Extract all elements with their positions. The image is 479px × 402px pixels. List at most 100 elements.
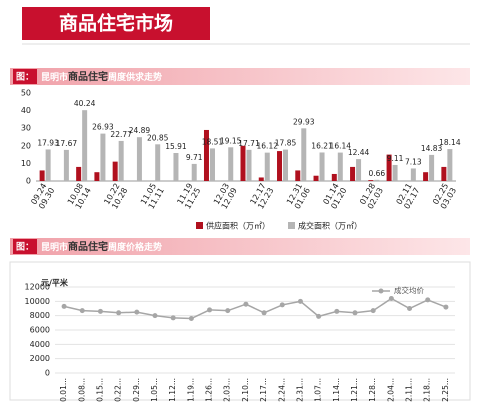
y-tick-label: 2000: [30, 354, 50, 363]
marker: [116, 310, 122, 316]
x-tick-label: 12.17...: [259, 378, 268, 402]
bar: [63, 149, 69, 181]
marker: [207, 307, 213, 313]
value-label: 40.24: [74, 99, 96, 108]
bar: [374, 179, 380, 181]
bar: [100, 133, 106, 181]
bar: [283, 149, 289, 181]
section-title-part: 昆明市: [41, 71, 68, 83]
legend-marker: [378, 288, 384, 294]
legend-label: 供应面积（万㎡）: [206, 221, 270, 231]
x-tick-label: 11.12...: [168, 378, 177, 402]
marker: [170, 315, 176, 321]
bar: [386, 154, 392, 181]
bar: [136, 137, 142, 181]
y-tick-label: 8000: [30, 311, 50, 320]
section-title-part: 周度供求走势: [108, 71, 162, 83]
section-tag-text: 图：: [16, 72, 34, 83]
bar: [45, 149, 51, 181]
bar: [155, 144, 161, 181]
bar: [319, 152, 325, 181]
marker: [61, 303, 67, 309]
marker: [134, 309, 140, 315]
bar: [264, 152, 270, 181]
value-label: 14.83: [421, 144, 443, 153]
bar: [331, 173, 337, 181]
marker: [443, 304, 449, 310]
value-label: 17.71: [238, 139, 260, 148]
bar: [258, 177, 264, 181]
marker: [188, 316, 194, 322]
x-tick-label: 10.29...: [132, 378, 141, 402]
bar: [301, 128, 307, 181]
x-tick-label: 11.26...: [205, 378, 214, 402]
line: [63, 297, 447, 320]
legend-label: 成交面积（万㎡）: [298, 221, 362, 231]
bar: [368, 180, 374, 181]
section-title-part: 商品住宅: [68, 240, 108, 253]
marker: [152, 313, 158, 319]
x-tick-label: 10.08...: [77, 378, 86, 402]
y-axis-label: 元/平米: [41, 278, 69, 288]
bar: [313, 175, 319, 181]
marker: [279, 302, 285, 308]
bar: [246, 149, 252, 181]
bar: [94, 172, 100, 181]
x-tick-label: 10.22...: [114, 378, 123, 402]
chart2-frame: [9, 261, 471, 401]
marker: [316, 313, 322, 319]
marker: [261, 310, 267, 316]
value-label: 7.13: [405, 157, 422, 166]
marker: [243, 301, 249, 307]
section-title-part: 周度价格走势: [108, 241, 162, 253]
marker: [425, 297, 431, 303]
bar: [295, 170, 301, 181]
bar: [240, 145, 246, 181]
marker: [388, 295, 394, 301]
x-tick-label: 02.25...: [441, 378, 450, 402]
bar: [209, 148, 215, 181]
value-label: 16.14: [330, 142, 352, 151]
section-bar: [10, 68, 470, 85]
bar: [112, 161, 118, 181]
value-label: 16.21: [311, 141, 333, 150]
y-tick-label: 20: [21, 141, 31, 150]
value-label: 0.66: [368, 169, 385, 178]
x-tick-label: 12.03...: [223, 378, 232, 402]
value-label: 29.93: [293, 117, 315, 126]
x-tick-label: 11.05...: [150, 378, 159, 402]
y-tick-label: 50: [21, 89, 31, 98]
y-tick-label: 4000: [30, 340, 50, 349]
value-label: 22.77: [110, 130, 132, 139]
section-tag-text: 图：: [16, 242, 34, 253]
x-tick-label: 12.10...: [241, 378, 250, 402]
marker: [407, 306, 413, 311]
x-tick-label: 01.28...: [368, 378, 377, 402]
value-label: 12.44: [348, 148, 370, 157]
bar: [228, 147, 234, 181]
bar: [76, 166, 82, 181]
section-title: 昆明市商品住宅周度供求走势: [41, 70, 162, 83]
marker: [97, 308, 103, 314]
section-bar: [10, 238, 470, 255]
section-title-part: 商品住宅: [68, 70, 108, 83]
value-label: 17.85: [275, 139, 297, 148]
y-tick-label: 10: [21, 159, 31, 168]
value-label: 9.71: [186, 153, 203, 162]
header-title: 商品住宅市场: [59, 12, 173, 35]
bar: [392, 164, 398, 181]
value-label: 15.91: [165, 142, 187, 151]
marker: [352, 310, 358, 316]
section-title: 昆明市商品住宅周度价格走势: [41, 240, 162, 253]
y-tick-label: 12000: [25, 283, 50, 292]
value-label: 20.85: [147, 133, 169, 142]
x-tick-label: 12.31...: [295, 378, 304, 402]
